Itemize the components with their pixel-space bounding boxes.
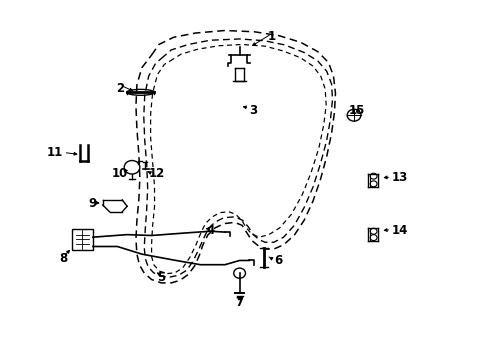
Text: 6: 6 [273, 254, 282, 267]
Bar [72, 229, 93, 250]
Text: 13: 13 [390, 171, 407, 184]
Text: 8: 8 [60, 252, 67, 265]
Circle shape [369, 173, 376, 179]
Text: 1: 1 [267, 30, 275, 42]
Text: 3: 3 [249, 104, 257, 117]
Circle shape [346, 109, 360, 121]
Text: 15: 15 [348, 104, 365, 117]
Text: 2: 2 [116, 82, 123, 95]
Circle shape [369, 181, 376, 187]
Text: 4: 4 [206, 224, 214, 237]
Circle shape [369, 235, 376, 240]
Ellipse shape [126, 89, 154, 95]
Text: 10: 10 [111, 167, 128, 180]
Circle shape [124, 161, 140, 174]
Text: 12: 12 [149, 167, 165, 180]
Text: 9: 9 [88, 197, 96, 210]
Text: 11: 11 [46, 146, 62, 159]
Text: 5: 5 [157, 271, 165, 284]
Text: 7: 7 [235, 296, 243, 309]
Circle shape [233, 268, 245, 278]
Circle shape [369, 228, 376, 234]
Text: 14: 14 [390, 224, 407, 237]
